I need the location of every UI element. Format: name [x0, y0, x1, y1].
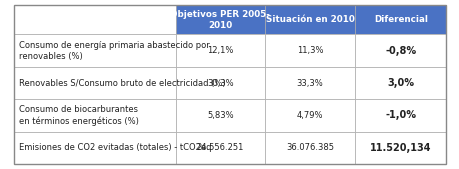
Bar [14, 131, 175, 164]
Bar [175, 34, 264, 67]
Text: -0,8%: -0,8% [384, 46, 415, 56]
Bar [175, 5, 264, 34]
Bar [175, 99, 264, 131]
Text: 5,83%: 5,83% [207, 111, 233, 120]
Text: 3,0%: 3,0% [386, 78, 414, 88]
Bar [264, 67, 355, 99]
Text: 12,1%: 12,1% [207, 46, 233, 55]
Bar [264, 34, 355, 67]
Bar [14, 99, 175, 131]
Bar [264, 5, 355, 34]
Bar [355, 34, 445, 67]
Bar [355, 131, 445, 164]
Bar [264, 131, 355, 164]
Bar [175, 67, 264, 99]
Bar [355, 67, 445, 99]
Text: Consumo de energía primaria abastecido por
renovables (%): Consumo de energía primaria abastecido p… [19, 41, 210, 61]
Text: -1,0%: -1,0% [385, 110, 415, 120]
Text: Objetivos PER 2005-
2010: Objetivos PER 2005- 2010 [170, 10, 269, 30]
Text: 24.556.251: 24.556.251 [196, 143, 243, 152]
Bar [175, 131, 264, 164]
Bar [264, 99, 355, 131]
Text: 11,3%: 11,3% [296, 46, 323, 55]
Bar [355, 99, 445, 131]
Text: Emisiones de CO2 evitadas (totales) - tCO2eq: Emisiones de CO2 evitadas (totales) - tC… [19, 143, 211, 152]
Text: 36.076.385: 36.076.385 [285, 143, 333, 152]
Text: 4,79%: 4,79% [296, 111, 323, 120]
Bar [14, 67, 175, 99]
Bar [14, 34, 175, 67]
Text: Diferencial: Diferencial [373, 15, 427, 24]
Bar [14, 5, 175, 34]
Text: 33,3%: 33,3% [296, 79, 323, 88]
Text: Consumo de biocarburantes
en términos energéticos (%): Consumo de biocarburantes en términos en… [19, 105, 139, 126]
Text: 30,3%: 30,3% [207, 79, 233, 88]
Text: Renovables S/Consumo bruto de electricidad (%): Renovables S/Consumo bruto de electricid… [19, 79, 225, 88]
Bar [355, 5, 445, 34]
Text: 11.520,134: 11.520,134 [369, 143, 431, 153]
Text: Situación en 2010: Situación en 2010 [265, 15, 354, 24]
